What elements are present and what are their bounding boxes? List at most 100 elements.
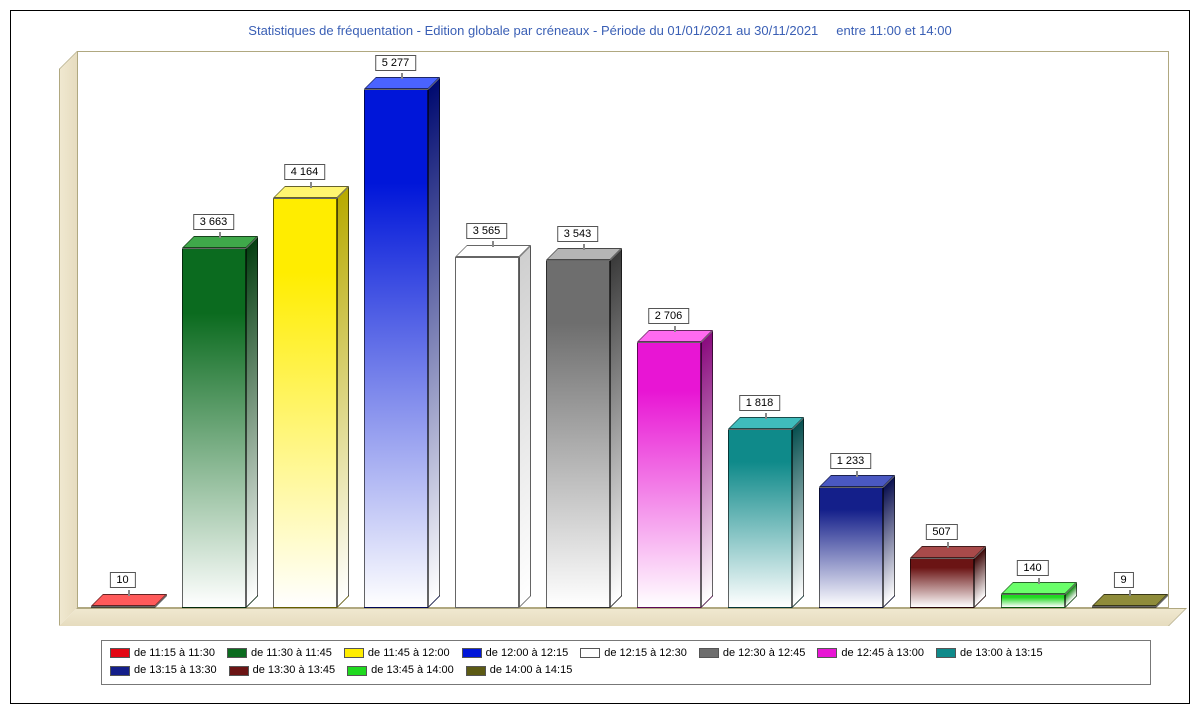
bar-front — [910, 558, 974, 608]
legend-label: de 11:30 à 11:45 — [251, 647, 332, 659]
bar-front — [364, 89, 428, 608]
bar-tick — [310, 182, 312, 188]
legend-item-1: de 11:30 à 11:45 — [227, 645, 332, 663]
legend-item-5: de 12:30 à 12:45 — [699, 645, 806, 663]
bar-side — [246, 236, 258, 608]
legend-swatch — [817, 648, 837, 658]
bar-front — [819, 487, 883, 608]
legend-item-10: de 13:45 à 14:00 — [347, 662, 454, 680]
chart-frame: Statistiques de fréquentation - Edition … — [10, 10, 1190, 704]
legend-swatch — [110, 648, 130, 658]
bar-1: 3 663 — [182, 248, 246, 608]
bar-front — [182, 248, 246, 608]
legend-label: de 13:45 à 14:00 — [371, 664, 454, 676]
bar-tick — [128, 590, 130, 596]
legend-item-6: de 12:45 à 13:00 — [817, 645, 924, 663]
bar-front — [1092, 606, 1156, 608]
legend-label: de 14:00 à 14:15 — [490, 664, 573, 676]
bar-9: 507 — [910, 558, 974, 608]
bar-tick — [219, 232, 221, 238]
legend-item-8: de 13:15 à 13:30 — [110, 662, 217, 680]
legend-label: de 13:30 à 13:45 — [253, 664, 336, 676]
legend-swatch — [466, 666, 486, 676]
bar-side — [428, 77, 440, 608]
legend-swatch — [347, 666, 367, 676]
chart-sidewall — [59, 51, 77, 626]
bar-value-label: 5 277 — [375, 55, 417, 71]
bar-tick — [1129, 590, 1131, 596]
bar-front — [455, 257, 519, 608]
bar-2: 4 164 — [273, 198, 337, 608]
chart-floor — [59, 608, 1187, 626]
legend-item-3: de 12:00 à 12:15 — [462, 645, 569, 663]
bar-tick — [1038, 578, 1040, 584]
legend-label: de 11:45 à 12:00 — [368, 647, 450, 659]
bar-tick — [583, 244, 585, 250]
legend-swatch — [699, 648, 719, 658]
chart-title: Statistiques de fréquentation - Edition … — [11, 23, 1189, 38]
bar-value-label: 4 164 — [284, 164, 326, 180]
bar-tick — [674, 326, 676, 332]
bar-front — [91, 606, 155, 608]
bar-front — [1001, 594, 1065, 608]
bar-value-label: 507 — [925, 524, 957, 540]
bar-4: 3 565 — [455, 257, 519, 608]
bar-side — [519, 245, 531, 608]
bar-value-label: 1 233 — [830, 453, 872, 469]
bar-value-label: 3 565 — [466, 223, 508, 239]
chart-title-suffix: entre 11:00 et 14:00 — [836, 23, 951, 38]
chart-plot: 10 3 663 4 164 5 277 3 565 3 543 2 706 1 818 1 2… — [59, 51, 1169, 626]
legend-label: de 13:15 à 13:30 — [134, 664, 217, 676]
legend-item-7: de 13:00 à 13:15 — [936, 645, 1043, 663]
chart-title-main: Statistiques de fréquentation - Edition … — [248, 23, 818, 38]
bar-3: 5 277 — [364, 89, 428, 608]
legend-swatch — [227, 648, 247, 658]
legend-item-0: de 11:15 à 11:30 — [110, 645, 215, 663]
bar-11: 9 — [1092, 606, 1156, 608]
bar-8: 1 233 — [819, 487, 883, 608]
bar-value-label: 3 543 — [557, 226, 599, 242]
legend-label: de 12:45 à 13:00 — [841, 647, 924, 659]
legend-label: de 13:00 à 13:15 — [960, 647, 1043, 659]
legend-label: de 12:15 à 12:30 — [604, 647, 687, 659]
bar-10: 140 — [1001, 594, 1065, 608]
bar-side — [610, 248, 622, 608]
legend-swatch — [936, 648, 956, 658]
bar-side — [337, 186, 349, 608]
bar-tick — [492, 241, 494, 247]
legend-label: de 12:30 à 12:45 — [723, 647, 806, 659]
bar-tick — [947, 542, 949, 548]
bar-tick — [401, 73, 403, 79]
bar-value-label: 2 706 — [648, 308, 690, 324]
bar-side — [701, 330, 713, 608]
bar-front — [546, 260, 610, 608]
bar-side — [883, 475, 895, 608]
bar-6: 2 706 — [637, 342, 701, 608]
legend-swatch — [344, 648, 364, 658]
bar-5: 3 543 — [546, 260, 610, 608]
legend-swatch — [110, 666, 130, 676]
legend-item-2: de 11:45 à 12:00 — [344, 645, 450, 663]
bar-value-label: 1 818 — [739, 395, 781, 411]
bar-front — [637, 342, 701, 608]
bar-value-label: 10 — [109, 572, 135, 588]
legend-item-9: de 13:30 à 13:45 — [229, 662, 336, 680]
chart-legend: de 11:15 à 11:30 de 11:30 à 11:45 de 11:45… — [101, 640, 1151, 685]
bar-value-label: 140 — [1016, 560, 1048, 576]
legend-swatch — [462, 648, 482, 658]
legend-label: de 12:00 à 12:15 — [486, 647, 569, 659]
legend-swatch — [580, 648, 600, 658]
bar-value-label: 9 — [1113, 572, 1133, 588]
bar-tick — [856, 471, 858, 477]
bar-side — [792, 417, 804, 608]
bar-value-label: 3 663 — [193, 214, 235, 230]
chart-bars-layer: 10 3 663 4 164 5 277 3 565 3 543 2 706 1 818 1 2… — [77, 51, 1169, 608]
legend-label: de 11:15 à 11:30 — [134, 647, 215, 659]
bar-front — [273, 198, 337, 608]
legend-item-11: de 14:00 à 14:15 — [466, 662, 573, 680]
bar-tick — [765, 413, 767, 419]
bar-front — [728, 429, 792, 608]
bar-7: 1 818 — [728, 429, 792, 608]
bar-0: 10 — [91, 606, 155, 608]
legend-item-4: de 12:15 à 12:30 — [580, 645, 687, 663]
